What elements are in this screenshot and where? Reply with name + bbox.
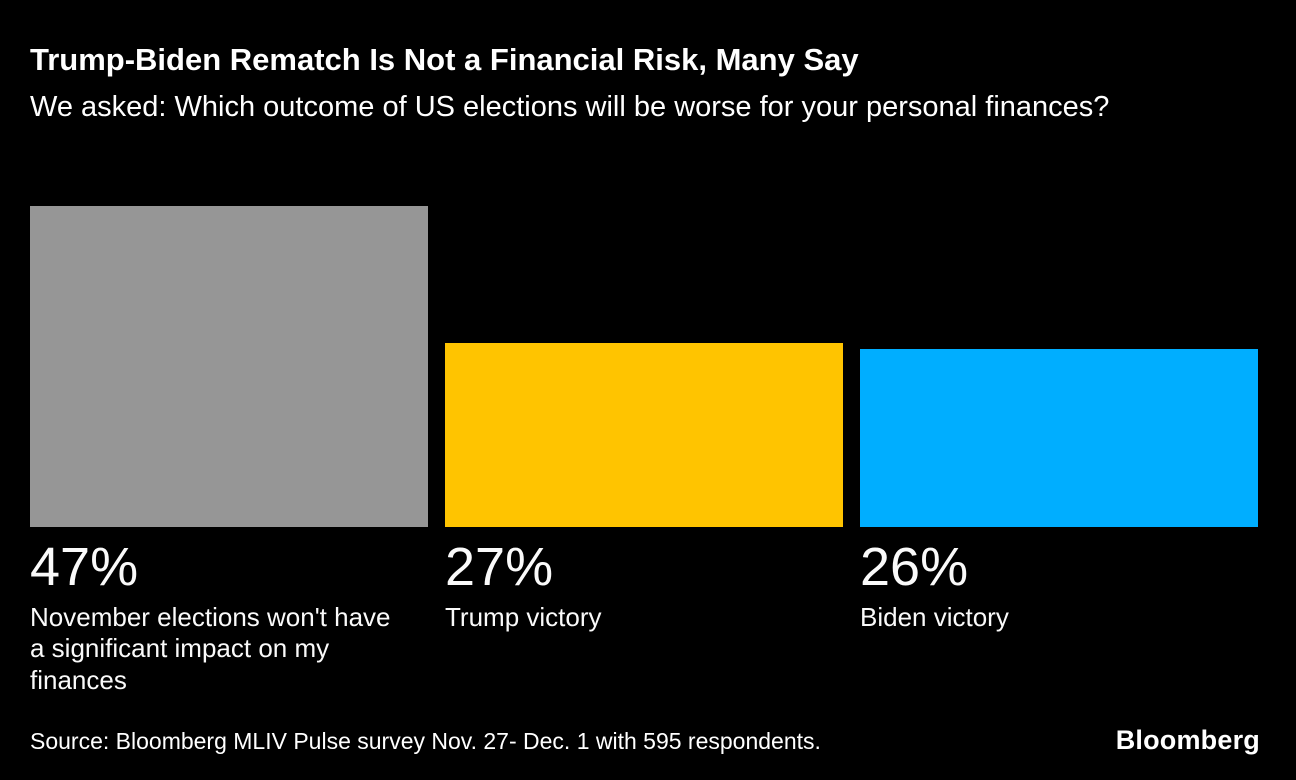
chart-header: Trump-Biden Rematch Is Not a Financial R…: [30, 42, 1266, 127]
bar-value-label: 27%: [445, 537, 554, 597]
chart-subtitle: We asked: Which outcome of US elections …: [30, 90, 1110, 123]
bar-column-biden-victory: 26% Biden victory: [860, 206, 1258, 697]
bar-area: [30, 206, 428, 527]
bar-category-label: Biden victory: [860, 601, 1009, 632]
bloomberg-logo: Bloomberg: [1115, 725, 1260, 755]
bar-column-trump-victory: 27% Trump victory: [445, 206, 843, 697]
bar-area: [860, 206, 1258, 527]
chart-footer: Source: Bloomberg MLIV Pulse survey Nov.…: [30, 725, 1260, 756]
bar-area: [445, 206, 843, 527]
bar-no-impact: [30, 206, 428, 527]
bar-value-label: 47%: [30, 537, 139, 597]
bar-biden-victory: [860, 349, 1258, 527]
bar-category-label: Trump victory: [445, 601, 602, 632]
bar-category-label: November elections won't have a signific…: [30, 601, 391, 696]
bar-trump-victory: [445, 343, 843, 527]
bar-value-label: 26%: [860, 537, 969, 597]
chart-title: Trump-Biden Rematch Is Not a Financial R…: [30, 42, 859, 77]
bar-chart: 47% November elections won't have a sign…: [30, 206, 1258, 697]
source-note: Source: Bloomberg MLIV Pulse survey Nov.…: [30, 728, 821, 754]
bar-column-no-impact: 47% November elections won't have a sign…: [30, 206, 428, 697]
